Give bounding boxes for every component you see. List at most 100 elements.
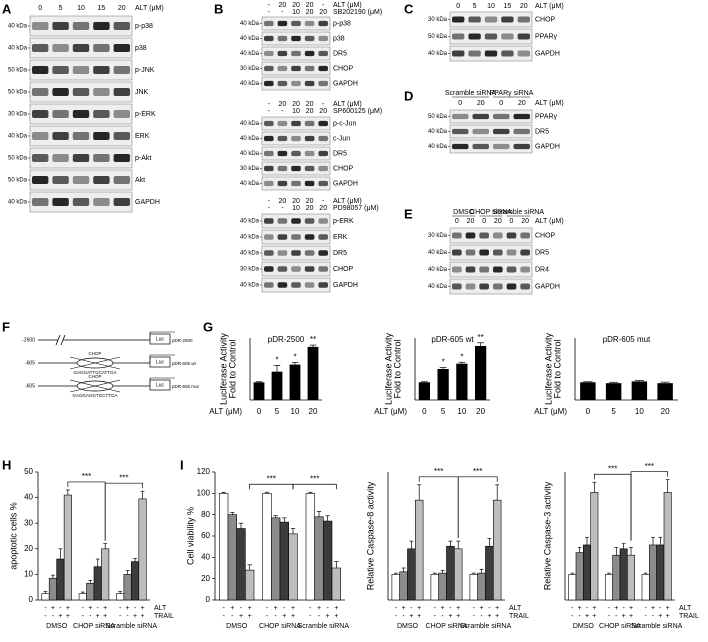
bar [399, 571, 408, 601]
blot-band [93, 154, 110, 162]
bar [590, 492, 599, 601]
significance-label: * [442, 358, 445, 367]
treatment-sign: + [456, 605, 460, 612]
treatment-sign: + [417, 605, 421, 612]
lane-label: 20 [319, 9, 327, 16]
significance-label: *** [608, 464, 617, 473]
break-mark [55, 334, 61, 346]
blot-band [264, 50, 274, 57]
bar [446, 545, 455, 601]
protein-label: DR5 [535, 128, 549, 135]
kda-label: 30 kDa [240, 267, 260, 273]
kda-label: 40 kDa [240, 235, 260, 241]
blot-band [113, 66, 130, 74]
treatment-sign: + [495, 605, 499, 612]
blot-band [113, 22, 130, 30]
y-axis-label: Fold to Control [392, 339, 402, 398]
blot-band [52, 44, 69, 52]
bar [78, 593, 87, 601]
blot-band [113, 132, 130, 140]
blot-band [520, 283, 530, 290]
site-strand [69, 356, 121, 370]
kda-label: 30 kDa [240, 66, 260, 72]
lane-label: 20 [306, 101, 314, 108]
protein-label: c-Jun [333, 135, 350, 142]
x-tick-label: DMSO [573, 623, 595, 630]
blot-band [472, 143, 489, 150]
protein-label: PPARγ [535, 113, 558, 120]
treatment-sign: - [134, 605, 137, 612]
lane-label: - [268, 9, 271, 16]
kda-label: 40 kDa [428, 284, 448, 290]
kda-label: 40 kDa [240, 181, 260, 187]
treatment-sign: - [586, 605, 589, 612]
lane-label: 20 [319, 108, 327, 115]
blot-band [277, 135, 288, 142]
kda-label: 30 kDa [240, 166, 260, 172]
protein-label: GAPDH [535, 50, 560, 57]
blot-band [264, 20, 274, 27]
bar [101, 548, 110, 601]
blot-band [468, 33, 481, 40]
blot-band [520, 232, 530, 239]
treatment-sign: - [274, 613, 277, 620]
lane-label: - [281, 205, 284, 212]
treatment-sign: + [103, 613, 107, 620]
lane-label: - [322, 2, 325, 9]
blot-band [479, 266, 489, 273]
treatment-sign: + [239, 613, 243, 620]
treatment-sign: - [283, 605, 286, 612]
blot-band [501, 50, 514, 57]
group-label: DMSO [453, 209, 475, 216]
luc-label: Luc [156, 336, 165, 342]
blot-band [93, 88, 110, 96]
blot-band [264, 282, 274, 288]
bar [288, 533, 298, 601]
treatment-sign: - [608, 613, 611, 620]
protein-label: JNK [135, 89, 149, 96]
blot-band [472, 113, 489, 120]
blot-band [264, 165, 274, 172]
significance-label: * [275, 356, 278, 365]
treatment-sign: + [578, 605, 582, 612]
treatment-sign: + [614, 605, 618, 612]
bar [627, 554, 635, 601]
blot-band [452, 50, 465, 57]
blot-band [452, 283, 462, 290]
lane-label: 20 [292, 2, 300, 9]
panel-label: E [404, 206, 413, 221]
treatment-sign: + [441, 605, 445, 612]
kda-label: 50 kDa [8, 156, 28, 162]
bar [612, 554, 621, 601]
blot-band [304, 150, 315, 157]
blot-band [291, 150, 301, 157]
y-axis-label: Cell viability % [185, 507, 195, 565]
blot-band [291, 282, 301, 288]
treatment-sign: + [103, 605, 107, 612]
blot-frame [449, 278, 533, 295]
group-label: CHOP siRNA [470, 209, 512, 216]
blot-band [304, 250, 315, 256]
blot-band [291, 35, 301, 42]
blot-band [513, 143, 530, 150]
lane-label: 20 [521, 218, 529, 225]
blot-band [93, 66, 110, 74]
treatment-sign: - [449, 605, 452, 612]
blot-frame [449, 261, 533, 278]
treatment-sign: + [592, 605, 596, 612]
treatment-name: TRAIL [154, 613, 174, 620]
kda-label: 50 kDa [428, 114, 448, 120]
panel-label: G [203, 319, 213, 334]
treatment-sign: - [395, 605, 398, 612]
treatment-sign: - [97, 605, 100, 612]
y-axis-label: Luciferase Activity [543, 332, 553, 405]
lane-label: 20 [306, 205, 314, 212]
protein-label: p-p38 [135, 23, 153, 30]
blot-band [520, 249, 530, 256]
x-tick-label: CHOP siRNA [259, 623, 301, 630]
kda-label: 40 kDa [428, 250, 448, 256]
blot-band [93, 176, 110, 184]
protein-label: ERK [135, 133, 150, 140]
kda-label: 30 kDa [8, 112, 28, 118]
treatment-sign: - [309, 605, 312, 612]
